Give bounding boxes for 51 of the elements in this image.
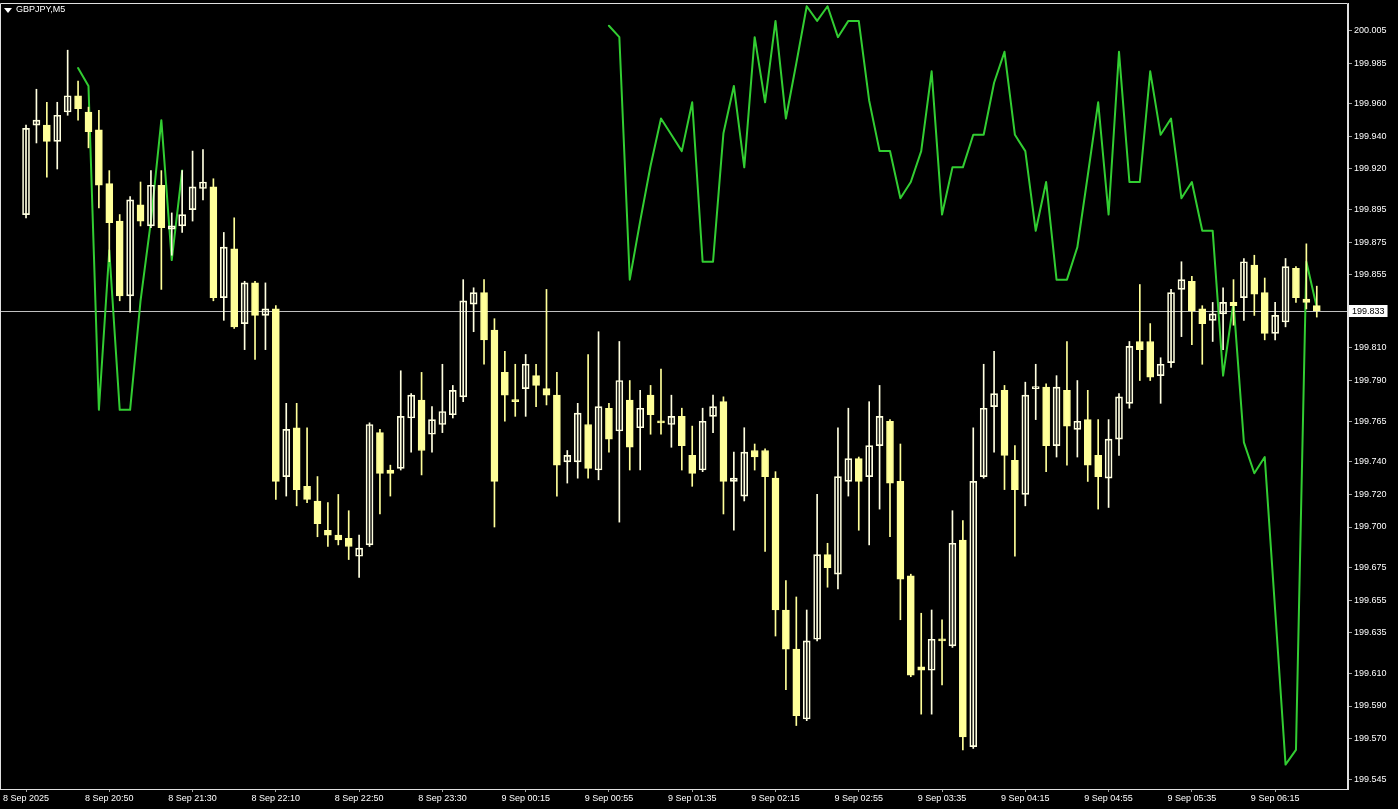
y-tick-label: 199.960 (1354, 98, 1387, 109)
candlestick (917, 612, 926, 715)
y-tick-label: 199.655 (1354, 594, 1387, 605)
y-tick-label: 200.005 (1354, 25, 1387, 36)
x-tick-label: 8 Sep 2025 (3, 792, 50, 803)
y-tick-label: 199.545 (1354, 773, 1387, 784)
y-tick-label: 199.570 (1354, 733, 1387, 744)
x-tick-label: 9 Sep 00:55 (584, 792, 634, 803)
y-tick-label: 199.590 (1354, 700, 1387, 711)
candlestick (43, 101, 51, 178)
x-tick-label: 9 Sep 04:15 (1001, 792, 1050, 803)
y-tick-label: 199.810 (1354, 342, 1387, 353)
x-tick-label: 9 Sep 02:15 (751, 792, 800, 803)
y-tick-label: 199.920 (1354, 163, 1387, 174)
candlestick (1198, 305, 1207, 365)
y-tick-label: 199.765 (1354, 415, 1387, 426)
candlestick (1312, 285, 1321, 318)
x-tick-label: 9 Sep 00:15 (501, 792, 550, 803)
y-tick-label: 199.985 (1354, 57, 1387, 68)
candlestick (344, 510, 353, 560)
x-tick-label: 8 Sep 23:30 (418, 792, 467, 803)
candlestick (1094, 419, 1103, 510)
y-tick-label: 199.675 (1354, 562, 1387, 573)
candlestick (511, 363, 520, 417)
x-tick-label: 8 Sep 22:10 (251, 792, 301, 803)
x-tick-label: 8 Sep 21:30 (168, 792, 217, 803)
ref-line-label: 199.833 (1352, 305, 1385, 316)
y-tick-label: 199.610 (1354, 667, 1387, 678)
x-tick-label: 9 Sep 05:35 (1167, 792, 1217, 803)
x-tick-label: 8 Sep 20:50 (85, 792, 134, 803)
y-tick-label: 199.790 (1354, 375, 1387, 386)
y-tick-label: 199.720 (1354, 488, 1387, 499)
y-tick-label: 199.635 (1354, 627, 1387, 638)
y-tick-label: 199.855 (1354, 269, 1387, 280)
x-tick-label: 9 Sep 04:55 (1084, 792, 1133, 803)
candlestick (303, 427, 311, 503)
candlestick (532, 363, 540, 407)
x-tick-label: 9 Sep 02:55 (834, 792, 884, 803)
y-tick-label: 199.940 (1354, 130, 1387, 141)
candlestick (334, 494, 343, 546)
x-tick-label: 8 Sep 22:50 (334, 792, 384, 803)
y-tick-label: 199.740 (1354, 456, 1387, 467)
x-tick-label: 9 Sep 06:15 (1250, 792, 1300, 803)
y-tick-label: 199.875 (1354, 236, 1387, 247)
x-tick-label: 9 Sep 01:35 (667, 792, 717, 803)
x-tick-label: 9 Sep 03:35 (917, 792, 967, 803)
y-tick-label: 199.895 (1354, 204, 1387, 215)
chart-title: GBPJPY,M5 (16, 4, 66, 15)
y-tick-label: 199.700 (1354, 521, 1387, 532)
candlestick (324, 502, 332, 547)
candlestick (1135, 284, 1144, 381)
